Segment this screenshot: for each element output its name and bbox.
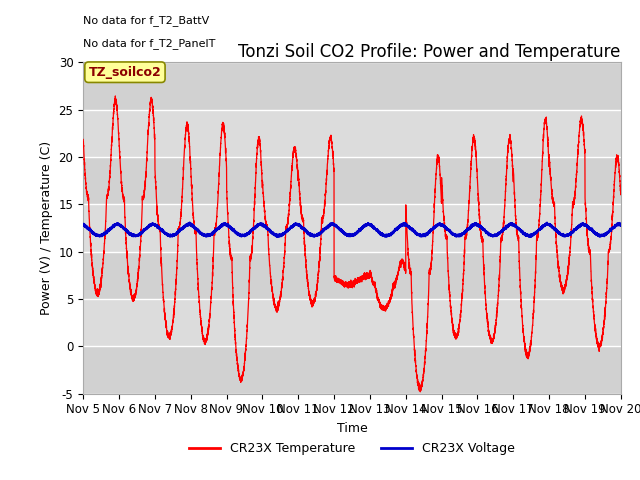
Text: No data for f_T2_PanelT: No data for f_T2_PanelT	[83, 38, 216, 49]
Text: Tonzi Soil CO2 Profile: Power and Temperature: Tonzi Soil CO2 Profile: Power and Temper…	[239, 43, 621, 61]
Bar	[83, 346, 621, 394]
Text: No data for f_T2_BattV: No data for f_T2_BattV	[83, 15, 209, 25]
Text: TZ_soilco2: TZ_soilco2	[88, 66, 161, 79]
Legend: CR23X Temperature, CR23X Voltage: CR23X Temperature, CR23X Voltage	[184, 437, 520, 460]
Y-axis label: Power (V) / Temperature (C): Power (V) / Temperature (C)	[40, 141, 53, 315]
Bar	[83, 157, 621, 204]
Bar	[83, 62, 621, 110]
Bar	[83, 252, 621, 299]
X-axis label: Time: Time	[337, 422, 367, 435]
